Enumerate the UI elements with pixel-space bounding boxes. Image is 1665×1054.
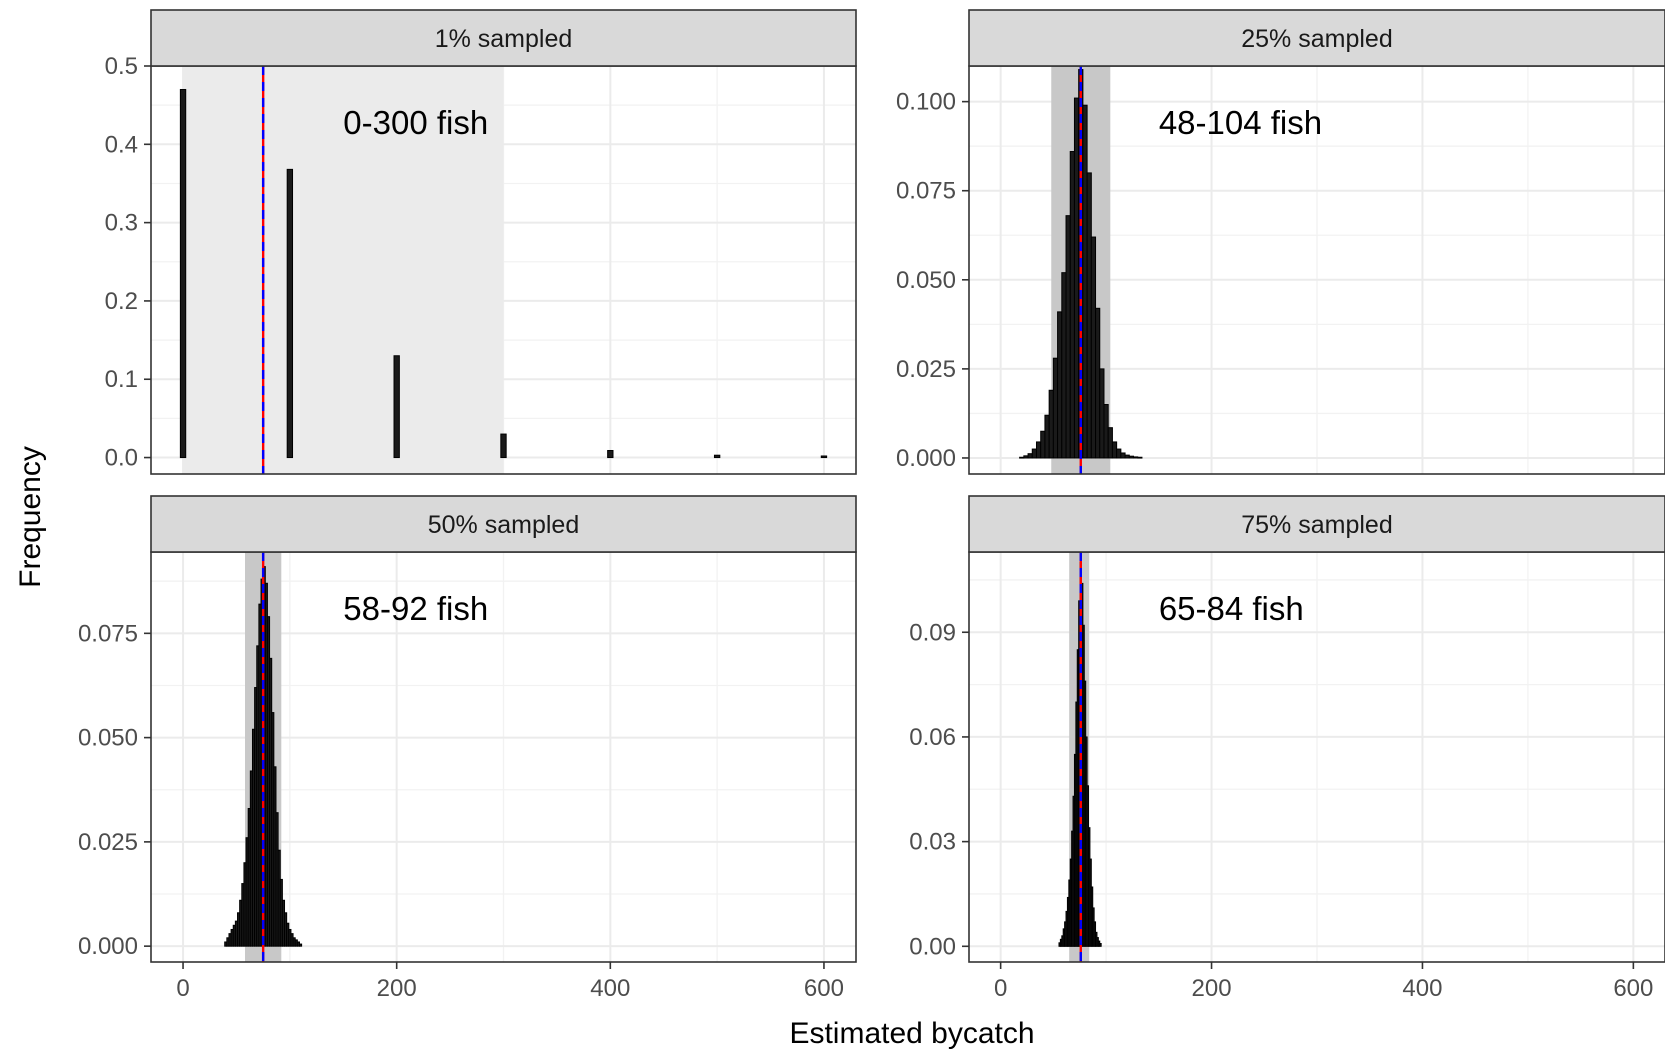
y-tick-label: 0.025 — [896, 356, 956, 383]
facet-panel-2: 48-104 fish 25% sampled 0.000 0.025 0.050 0.0… — [896, 9, 1665, 475]
y-tick-label: 0.2 — [105, 288, 138, 315]
y-tick-label: 0.050 — [78, 725, 138, 752]
facet-strip — [968, 495, 1665, 553]
histogram-bar — [1027, 453, 1033, 459]
x-tick-label: 400 — [1402, 975, 1442, 1002]
histogram-bar — [1048, 389, 1054, 459]
x-tick-label: 0 — [994, 975, 1007, 1002]
x-tick-label: 600 — [804, 975, 844, 1002]
y-tick-label: 0.100 — [896, 89, 956, 116]
histogram-bar — [713, 454, 721, 459]
histogram-bar — [286, 168, 294, 459]
histogram-bar — [1082, 104, 1088, 459]
histogram-bar — [1099, 943, 1102, 947]
y-tick-label: 0.1 — [105, 366, 138, 393]
y-tick-label: 0.050 — [896, 267, 956, 294]
facet-strip-label: 50% sampled — [428, 511, 579, 539]
histogram-bar — [179, 88, 187, 459]
panel-plot-area — [151, 66, 856, 474]
histogram-bar — [298, 943, 303, 947]
x-tick-label: 200 — [377, 975, 417, 1002]
y-tick-label: 0.075 — [78, 620, 138, 647]
histogram-bar — [500, 433, 507, 459]
y-tick-label: 0.00 — [909, 933, 956, 960]
y-tick-label: 0.4 — [105, 131, 138, 158]
x-axis-title: Estimated bycatch — [789, 1017, 1034, 1050]
histogram-bar — [1107, 427, 1113, 459]
histogram-bar — [1073, 97, 1080, 459]
y-tick-label: 0.000 — [78, 933, 138, 960]
panel-plot-area — [151, 552, 856, 962]
x-tick-label: 400 — [590, 975, 630, 1002]
y-tick-label: 0.3 — [105, 210, 138, 237]
histogram-bar — [1086, 172, 1092, 459]
facet-strip-label: 75% sampled — [1241, 511, 1392, 539]
histogram-bar — [1040, 430, 1046, 459]
facet-strip — [150, 495, 857, 553]
facet-panel-1: 0-300 fish 1% sampled 0.0 0.1 0.2 0.3 0.4 0.5 — [105, 9, 857, 475]
interval-annotation: 48-104 fish — [1159, 104, 1322, 141]
histogram-bar — [1137, 456, 1143, 459]
y-tick-label: 0.025 — [78, 829, 138, 856]
interval-annotation: 0-300 fish — [343, 104, 488, 141]
x-tick-label: 200 — [1192, 975, 1232, 1002]
facet-strip — [150, 9, 857, 67]
y-axis-title: Frequency — [14, 446, 47, 588]
histogram-bar — [1103, 404, 1109, 459]
interval-annotation: 58-92 fish — [343, 590, 488, 627]
histogram-bar — [1057, 311, 1063, 459]
histogram-bar — [1120, 452, 1126, 459]
panel-plot-area — [969, 552, 1665, 962]
facet-strip — [968, 9, 1665, 67]
x-tick-label: 0 — [176, 975, 189, 1002]
histogram-bar — [1023, 455, 1029, 459]
histogram-bar — [1035, 441, 1042, 459]
y-tick-label: 0.5 — [105, 53, 138, 80]
histogram-bar — [1116, 448, 1122, 459]
histogram-bar — [1031, 448, 1037, 459]
y-tick-label: 0.03 — [909, 829, 956, 856]
facet-panels: 0-300 fish 1% sampled 0.0 0.1 0.2 0.3 0.4 0.5 48… — [78, 9, 1665, 1002]
facet-panel-4: 65-84 fish 75% sampled 0.00 0.03 0.06 0.09 0 20… — [909, 495, 1665, 1002]
histogram-bar — [1065, 215, 1071, 459]
histogram-bar — [393, 355, 400, 459]
histogram-bar — [1044, 414, 1050, 459]
facet-strip-label: 1% sampled — [435, 25, 573, 53]
histogram-bar — [1099, 368, 1105, 459]
histogram-bar — [1128, 455, 1135, 459]
panel-plot-area — [969, 66, 1665, 474]
interval-annotation: 65-84 fish — [1159, 590, 1304, 627]
histogram-bar — [1069, 151, 1075, 459]
interval-band — [183, 66, 504, 474]
y-tick-label: 0.06 — [909, 724, 956, 751]
histogram-bar — [1061, 272, 1067, 459]
histogram-bar — [607, 450, 614, 459]
facet-panel-3: 58-92 fish 50% sampled 0.000 0.025 0.050 0.07… — [78, 495, 857, 1002]
histogram-bar — [1019, 456, 1025, 459]
y-tick-label: 0.0 — [105, 445, 138, 472]
x-tick-label: 600 — [1613, 975, 1653, 1002]
y-tick-label: 0.075 — [896, 178, 956, 205]
histogram-bar — [1052, 357, 1059, 459]
y-tick-label: 0.09 — [909, 619, 956, 646]
histogram-bar — [1111, 441, 1118, 459]
histogram-bar — [1133, 456, 1139, 459]
facet-strip-label: 25% sampled — [1241, 25, 1392, 53]
histogram-bar — [1095, 307, 1101, 459]
y-tick-label: 0.000 — [896, 445, 956, 472]
histogram-bar — [1124, 454, 1130, 459]
histogram-bar — [820, 455, 828, 459]
histogram-bar — [1090, 236, 1097, 459]
